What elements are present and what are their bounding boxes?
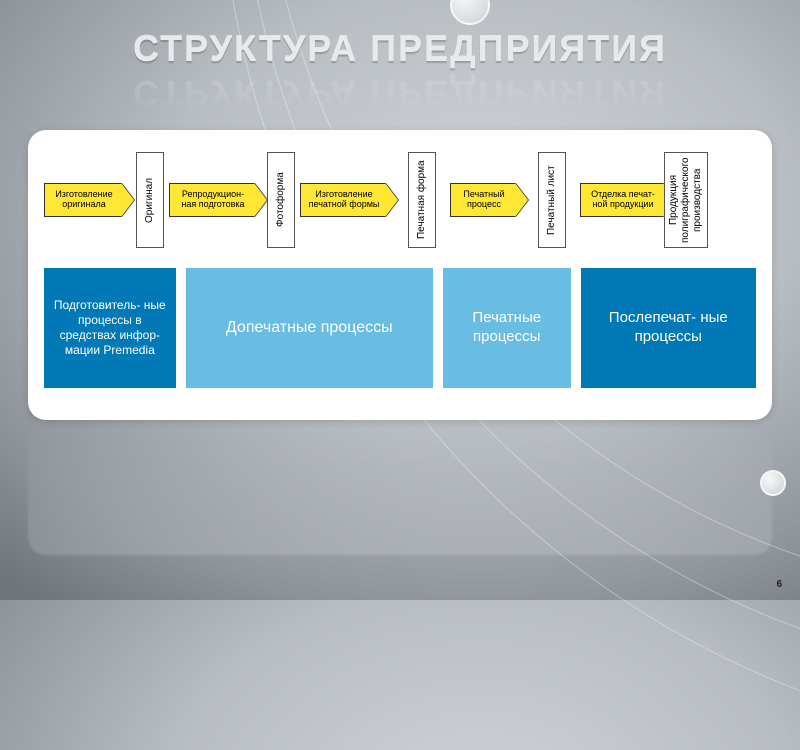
flow-output: Печатный лист — [538, 152, 566, 248]
page-title-reflection: СТРУКТУРА ПРЕДПРИЯТИЯ — [0, 72, 800, 114]
flow-output: Продукция полиграфического производства — [664, 152, 708, 248]
flow-output: Фотоформа — [267, 152, 295, 248]
process-block: Послепечат- ные процессы — [581, 268, 756, 388]
page-title: СТРУКТУРА ПРЕДПРИЯТИЯ — [0, 28, 800, 70]
process-block: Подготовитель- ные процессы в средствах … — [44, 268, 176, 388]
flow-arrow: Изготовление оригинала — [44, 183, 122, 217]
card-reflection — [28, 425, 772, 555]
blocks-row: Подготовитель- ные процессы в средствах … — [44, 268, 756, 388]
diagram-card: Изготовление оригинала ОригиналРепродукци… — [28, 130, 772, 420]
flow-arrow: Репродукцион- ная подготовка — [169, 183, 255, 217]
flow-arrow: Отделка печат- ной продукции — [580, 183, 664, 217]
flow-output: Печатная форма — [408, 152, 436, 248]
process-block: Допечатные процессы — [186, 268, 433, 388]
flow-arrow: Печатный процесс — [450, 183, 516, 217]
page-number: 6 — [776, 579, 782, 590]
flow-output: Оригинал — [136, 152, 164, 248]
flow-arrow: Изготовление печатной формы — [300, 183, 386, 217]
flow-row: Изготовление оригинала ОригиналРепродукци… — [44, 144, 756, 256]
process-block: Печатные процессы — [443, 268, 571, 388]
